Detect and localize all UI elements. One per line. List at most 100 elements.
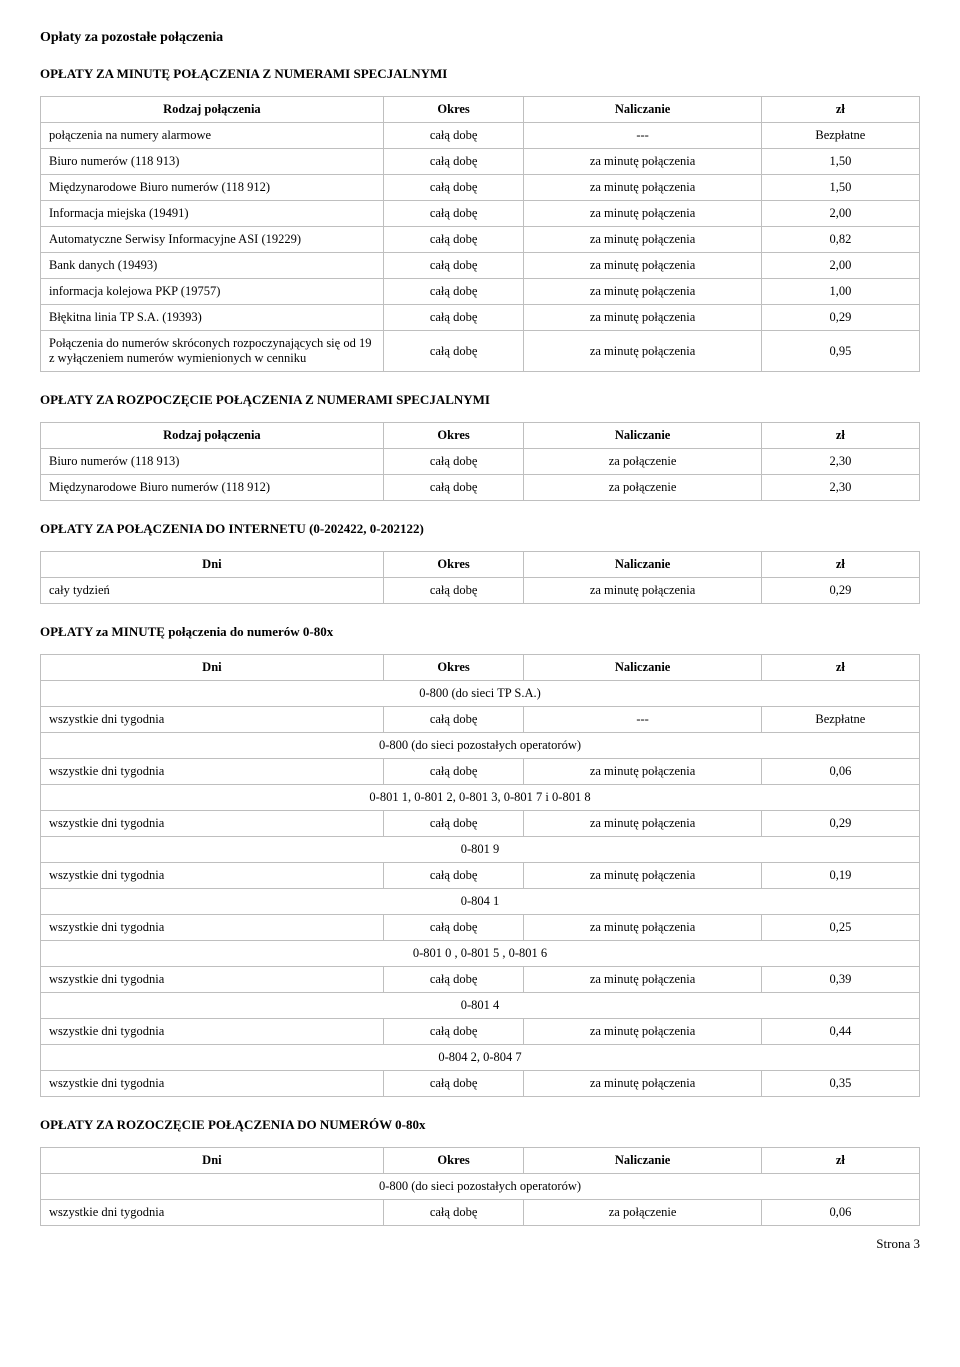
cell-zl: 0,95 — [761, 331, 919, 372]
cell-zl: 0,29 — [761, 811, 919, 837]
table-row: wszystkie dni tygodniacałą dobę---Bezpła… — [41, 707, 920, 733]
cell-naliczanie: za minutę połączenia — [524, 1019, 761, 1045]
cell-zl: 2,00 — [761, 201, 919, 227]
th-naliczanie: Naliczanie — [524, 97, 761, 123]
cell-zl: Bezpłatne — [761, 123, 919, 149]
cell-type: Międzynarodowe Biuro numerów (118 912) — [41, 475, 384, 501]
page-footer: Strona 3 — [40, 1236, 920, 1252]
table-row: wszystkie dni tygodniacałą dobęza minutę… — [41, 811, 920, 837]
table-row: połączenia na numery alarmowecałą dobę--… — [41, 123, 920, 149]
section-heading-5: OPŁATY ZA ROZOCZĘCIE POŁĄCZENIA DO NUMER… — [40, 1117, 920, 1133]
subheader-label: 0-801 1, 0-801 2, 0-801 3, 0-801 7 i 0-8… — [41, 785, 920, 811]
cell-type: wszystkie dni tygodnia — [41, 759, 384, 785]
th-zl: zł — [761, 423, 919, 449]
cell-type: Połączenia do numerów skróconych rozpocz… — [41, 331, 384, 372]
cell-naliczanie: za minutę połączenia — [524, 201, 761, 227]
cell-okres: całą dobę — [383, 967, 524, 993]
th-okres: Okres — [383, 1148, 524, 1174]
cell-zl: 0,19 — [761, 863, 919, 889]
th-okres: Okres — [383, 423, 524, 449]
subheader-label: 0-804 1 — [41, 889, 920, 915]
section-heading-3: OPŁATY ZA POŁĄCZENIA DO INTERNETU (0-202… — [40, 521, 920, 537]
cell-zl: 1,00 — [761, 279, 919, 305]
cell-naliczanie: za połączenie — [524, 1200, 761, 1226]
cell-zl: 0,29 — [761, 305, 919, 331]
cell-naliczanie: --- — [524, 707, 761, 733]
table-row: wszystkie dni tygodniacałą dobęza minutę… — [41, 1019, 920, 1045]
cell-okres: całą dobę — [383, 449, 524, 475]
cell-type: wszystkie dni tygodnia — [41, 1019, 384, 1045]
cell-naliczanie: za minutę połączenia — [524, 253, 761, 279]
cell-okres: całą dobę — [383, 475, 524, 501]
cell-zl: 1,50 — [761, 175, 919, 201]
table-row: wszystkie dni tygodniacałą dobęza połącz… — [41, 1200, 920, 1226]
cell-zl: 2,30 — [761, 475, 919, 501]
th-rodzaj: Rodzaj połączenia — [41, 97, 384, 123]
table-subheader: 0-801 9 — [41, 837, 920, 863]
table-header-row: Dni Okres Naliczanie zł — [41, 655, 920, 681]
cell-type: wszystkie dni tygodnia — [41, 967, 384, 993]
th-zl: zł — [761, 552, 919, 578]
table-row: Automatyczne Serwisy Informacyjne ASI (1… — [41, 227, 920, 253]
th-okres: Okres — [383, 97, 524, 123]
cell-naliczanie: za minutę połączenia — [524, 811, 761, 837]
cell-naliczanie: za minutę połączenia — [524, 967, 761, 993]
cell-naliczanie: za połączenie — [524, 449, 761, 475]
cell-type: Biuro numerów (118 913) — [41, 149, 384, 175]
table-row: wszystkie dni tygodniacałą dobęza minutę… — [41, 1071, 920, 1097]
cell-okres: całą dobę — [383, 149, 524, 175]
subheader-label: 0-800 (do sieci pozostałych operatorów) — [41, 1174, 920, 1200]
cell-okres: całą dobę — [383, 759, 524, 785]
cell-naliczanie: za minutę połączenia — [524, 863, 761, 889]
cell-naliczanie: za minutę połączenia — [524, 331, 761, 372]
cell-okres: całą dobę — [383, 305, 524, 331]
cell-naliczanie: za minutę połączenia — [524, 915, 761, 941]
th-naliczanie: Naliczanie — [524, 423, 761, 449]
cell-type: połączenia na numery alarmowe — [41, 123, 384, 149]
cell-okres: całą dobę — [383, 811, 524, 837]
cell-okres: całą dobę — [383, 1071, 524, 1097]
table-080x-minute: Dni Okres Naliczanie zł 0-800 (do sieci … — [40, 654, 920, 1097]
cell-okres: całą dobę — [383, 863, 524, 889]
table-subheader: 0-800 (do sieci pozostałych operatorów) — [41, 1174, 920, 1200]
cell-type: Międzynarodowe Biuro numerów (118 912) — [41, 175, 384, 201]
cell-zl: Bezpłatne — [761, 707, 919, 733]
th-dni: Dni — [41, 1148, 384, 1174]
cell-type: Automatyczne Serwisy Informacyjne ASI (1… — [41, 227, 384, 253]
th-naliczanie: Naliczanie — [524, 1148, 761, 1174]
table-row: Międzynarodowe Biuro numerów (118 912)ca… — [41, 475, 920, 501]
table-header-row: Rodzaj połączenia Okres Naliczanie zł — [41, 97, 920, 123]
cell-naliczanie: za minutę połączenia — [524, 305, 761, 331]
th-zl: zł — [761, 655, 919, 681]
cell-naliczanie: za minutę połączenia — [524, 175, 761, 201]
table-row: Informacja miejska (19491)całą dobęza mi… — [41, 201, 920, 227]
th-rodzaj: Rodzaj połączenia — [41, 423, 384, 449]
cell-type: Biuro numerów (118 913) — [41, 449, 384, 475]
cell-okres: całą dobę — [383, 123, 524, 149]
cell-naliczanie: za minutę połączenia — [524, 227, 761, 253]
table-row: wszystkie dni tygodniacałą dobęza minutę… — [41, 915, 920, 941]
table-internet: Dni Okres Naliczanie zł cały tydzieńcałą… — [40, 551, 920, 604]
cell-zl: 0,25 — [761, 915, 919, 941]
th-naliczanie: Naliczanie — [524, 655, 761, 681]
subheader-label: 0-801 4 — [41, 993, 920, 1019]
table-row: wszystkie dni tygodniacałą dobęza minutę… — [41, 759, 920, 785]
th-zl: zł — [761, 1148, 919, 1174]
cell-okres: całą dobę — [383, 915, 524, 941]
cell-type: Bank danych (19493) — [41, 253, 384, 279]
table-subheader: 0-804 1 — [41, 889, 920, 915]
cell-zl: 0,06 — [761, 1200, 919, 1226]
cell-okres: całą dobę — [383, 331, 524, 372]
cell-type: informacja kolejowa PKP (19757) — [41, 279, 384, 305]
table-row: Błękitna linia TP S.A. (19393)całą dobęz… — [41, 305, 920, 331]
th-naliczanie: Naliczanie — [524, 552, 761, 578]
cell-naliczanie: za minutę połączenia — [524, 1071, 761, 1097]
cell-okres: całą dobę — [383, 1200, 524, 1226]
th-dni: Dni — [41, 655, 384, 681]
th-okres: Okres — [383, 552, 524, 578]
table-subheader: 0-800 (do sieci pozostałych operatorów) — [41, 733, 920, 759]
cell-zl: 2,30 — [761, 449, 919, 475]
cell-naliczanie: za minutę połączenia — [524, 149, 761, 175]
cell-okres: całą dobę — [383, 253, 524, 279]
table-subheader: 0-801 4 — [41, 993, 920, 1019]
